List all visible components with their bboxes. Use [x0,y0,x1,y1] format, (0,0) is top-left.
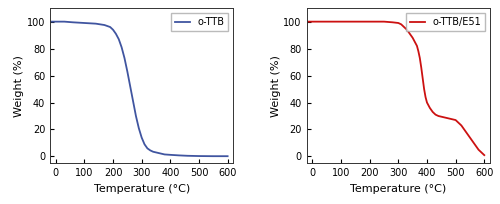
o-TTB/E51 [304,20,310,23]
o-TTB [176,154,182,157]
o-TTB [156,152,162,154]
o-TTB/E51 [398,23,404,26]
o-TTB [62,20,68,23]
o-TTB/E51 [412,42,418,44]
o-TTB [102,24,107,26]
Y-axis label: Weight (%): Weight (%) [270,55,280,117]
o-TTB/E51 [407,33,413,35]
o-TTB [133,115,139,117]
o-TTB/E51 [470,140,476,143]
o-TTB [113,33,119,35]
o-TTB [162,153,168,156]
o-TTB [130,100,136,102]
o-TTB [116,38,122,40]
o-TTB [93,22,99,25]
o-TTB/E51 [421,88,427,90]
Y-axis label: Weight (%): Weight (%) [14,55,24,117]
o-TTB/E51 [352,20,358,23]
o-TTB/E51 [414,45,420,47]
o-TTB [124,70,130,73]
o-TTB/E51 [404,29,410,31]
o-TTB [150,151,156,153]
Legend: o-TTB/E51: o-TTB/E51 [406,13,485,31]
o-TTB [224,155,230,157]
o-TTB/E51 [450,118,456,121]
o-TTB [127,85,133,88]
o-TTB/E51 [416,50,422,52]
o-TTB/E51 [464,132,470,135]
o-TTB [52,20,59,23]
o-TTB [122,57,128,59]
o-TTB/E51 [444,117,450,119]
o-TTB/E51 [452,119,458,121]
o-TTB/E51 [458,124,464,127]
o-TTB/E51 [418,66,424,69]
Line: o-TTB: o-TTB [50,22,228,156]
o-TTB/E51 [381,20,387,23]
o-TTB [184,155,190,157]
o-TTB/E51 [410,37,416,39]
o-TTB [144,147,150,150]
o-TTB/E51 [417,57,423,59]
o-TTB/E51 [441,116,447,119]
o-TTB/E51 [396,22,402,24]
o-TTB/E51 [310,20,316,23]
o-TTB [47,20,53,23]
o-TTB/E51 [427,107,433,109]
o-TTB [196,155,202,157]
o-TTB/E51 [447,118,453,120]
X-axis label: Temperature (°C): Temperature (°C) [94,184,190,194]
o-TTB [136,127,142,129]
o-TTB [82,22,87,24]
o-TTB/E51 [338,20,344,23]
o-TTB [148,149,154,152]
o-TTB/E51 [390,21,396,23]
X-axis label: Temperature (°C): Temperature (°C) [350,184,446,194]
o-TTB/E51 [401,26,407,28]
o-TTB/E51 [420,77,426,80]
o-TTB/E51 [482,154,488,156]
o-TTB/E51 [436,115,442,117]
o-TTB/E51 [422,96,428,98]
o-TTB [168,154,173,156]
o-TTB/E51 [476,149,482,151]
o-TTB [142,143,148,145]
o-TTB/E51 [424,101,430,104]
o-TTB/E51 [324,20,330,23]
o-TTB/E51 [432,113,438,116]
o-TTB [70,21,76,23]
o-TTB [110,29,116,31]
o-TTB/E51 [366,20,372,23]
o-TTB [210,155,216,157]
Line: o-TTB/E51: o-TTB/E51 [306,22,484,155]
o-TTB [138,136,144,139]
o-TTB/E51 [430,111,436,113]
o-TTB [107,26,113,28]
o-TTB [118,46,124,49]
o-TTB/E51 [438,115,444,118]
Legend: o-TTB: o-TTB [172,13,228,31]
